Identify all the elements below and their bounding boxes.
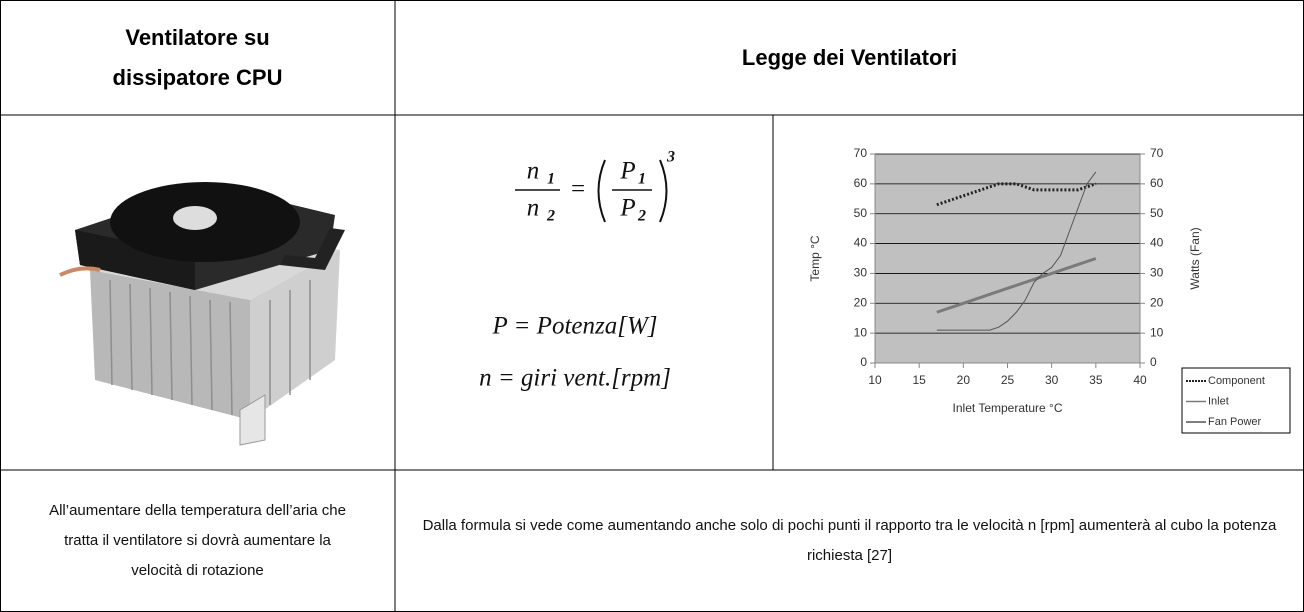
- formula: n 1 n 2 = P 1 P 2 3 P = Potenza[W] n = g…: [479, 149, 675, 392]
- formula-part: 1: [547, 171, 555, 188]
- legend-label: Fan Power: [1208, 416, 1262, 428]
- x-tick-label: 30: [1045, 373, 1059, 387]
- body-cell: Dalla formula si vede come aumentando an…: [395, 470, 1304, 612]
- header-text: Legge dei Ventilatori: [741, 44, 958, 70]
- series-line: [936, 182, 1097, 207]
- y-tick-label: 70: [854, 146, 868, 160]
- y-tick-label: 20: [854, 295, 868, 309]
- formula-part: 2: [546, 208, 555, 225]
- series-line: [936, 257, 1097, 314]
- y-tick-label: 0: [860, 355, 867, 369]
- header-text: Ventilatore su dissipatore CPU: [112, 24, 283, 90]
- y-axis-title: Temp °C: [808, 235, 822, 281]
- x-tick-label: 35: [1089, 373, 1103, 387]
- y2-tick-label: 50: [1150, 206, 1164, 220]
- body-cell: All’aumentare della temperatura dell’ari…: [0, 470, 395, 612]
- y2-tick-label: 60: [1150, 176, 1164, 190]
- formula-part: n: [527, 195, 540, 222]
- header-cell: Legge dei Ventilatori: [395, 0, 1304, 115]
- x-tick-label: 10: [868, 373, 882, 387]
- y2-tick-label: 10: [1150, 325, 1164, 339]
- y-tick-label: 10: [854, 325, 868, 339]
- header-cell: Ventilatore su dissipatore CPU: [0, 0, 395, 115]
- body-text: All’aumentare della temperatura dell’ari…: [49, 502, 346, 579]
- formula-part: P: [619, 158, 635, 185]
- y2-tick-label: 40: [1150, 236, 1164, 250]
- x-tick-label: 40: [1133, 373, 1147, 387]
- formula-part: 1: [638, 171, 646, 188]
- x-tick-label: 15: [912, 373, 926, 387]
- formula-part: P: [619, 195, 635, 222]
- y-tick-label: 30: [854, 266, 868, 280]
- x-tick-label: 25: [1001, 373, 1015, 387]
- formula-line: n = giri vent.[rpm]: [479, 365, 671, 392]
- y2-tick-label: 70: [1150, 146, 1164, 160]
- legend-label: Inlet: [1208, 395, 1229, 407]
- x-axis-title: Inlet Temperature °C: [953, 401, 1063, 415]
- body-text: Dalla formula si vede come aumentando an…: [422, 517, 1277, 564]
- y-tick-label: 60: [854, 176, 868, 190]
- formula-part: 2: [637, 208, 646, 225]
- y-tick-label: 40: [854, 236, 868, 250]
- formula-part: =: [571, 176, 585, 203]
- formula-line: P = Potenza[W]: [491, 313, 657, 340]
- cpu-cooler-image: [59, 182, 345, 446]
- formula-part: 3: [666, 149, 675, 166]
- y-tick-label: 50: [854, 206, 868, 220]
- series-line: [936, 171, 1097, 331]
- formula-part: n: [527, 158, 540, 185]
- plot-area: [875, 154, 1140, 363]
- y2-axis-title: Watts (Fan): [1188, 227, 1202, 289]
- legend-label: Component: [1208, 375, 1265, 387]
- y2-tick-label: 30: [1150, 266, 1164, 280]
- y2-tick-label: 20: [1150, 295, 1164, 309]
- x-tick-label: 20: [957, 373, 971, 387]
- y2-tick-label: 0: [1150, 355, 1157, 369]
